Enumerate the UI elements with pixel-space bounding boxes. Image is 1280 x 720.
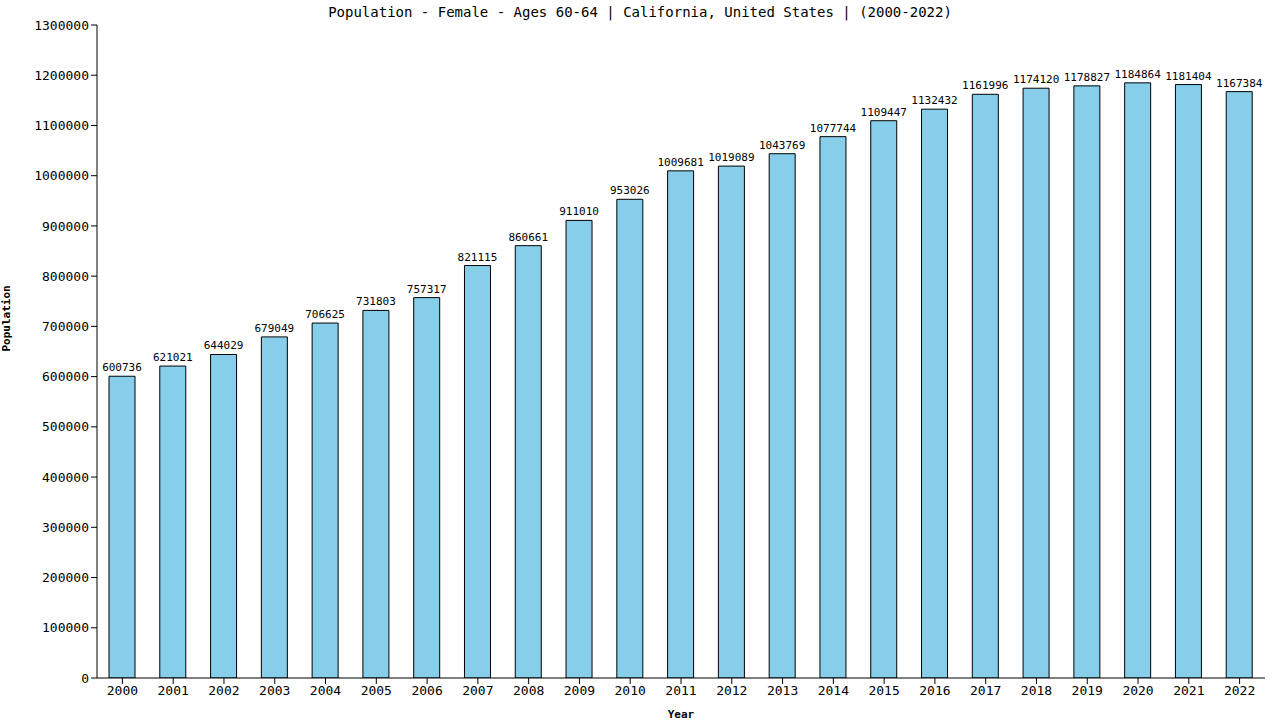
svg-text:644029: 644029: [204, 339, 244, 352]
svg-text:2004: 2004: [310, 683, 341, 698]
svg-text:706625: 706625: [305, 308, 345, 321]
svg-text:1132432: 1132432: [911, 94, 957, 107]
svg-text:1100000: 1100000: [34, 118, 89, 133]
svg-text:1174120: 1174120: [1013, 73, 1059, 86]
svg-text:953026: 953026: [610, 184, 650, 197]
svg-text:2007: 2007: [462, 683, 493, 698]
svg-text:1161996: 1161996: [962, 79, 1008, 92]
svg-text:821115: 821115: [458, 251, 498, 264]
svg-text:1077744: 1077744: [810, 122, 857, 135]
svg-text:400000: 400000: [42, 470, 89, 485]
svg-text:2021: 2021: [1173, 683, 1204, 698]
svg-text:200000: 200000: [42, 570, 89, 585]
svg-text:1184864: 1184864: [1114, 68, 1161, 81]
svg-text:2010: 2010: [615, 683, 646, 698]
svg-text:2002: 2002: [208, 683, 239, 698]
svg-text:2013: 2013: [767, 683, 798, 698]
svg-text:2019: 2019: [1072, 683, 1103, 698]
svg-text:Population: Population: [8, 285, 13, 351]
svg-text:911010: 911010: [559, 205, 599, 218]
svg-text:800000: 800000: [42, 269, 89, 284]
svg-text:600000: 600000: [42, 369, 89, 384]
svg-text:2005: 2005: [361, 683, 392, 698]
svg-text:500000: 500000: [42, 419, 89, 434]
svg-text:600736: 600736: [102, 361, 142, 374]
svg-text:2012: 2012: [716, 683, 747, 698]
svg-text:2008: 2008: [513, 683, 544, 698]
svg-text:2014: 2014: [818, 683, 849, 698]
svg-text:100000: 100000: [42, 620, 89, 635]
svg-text:700000: 700000: [42, 319, 89, 334]
svg-text:1019089: 1019089: [708, 151, 754, 164]
svg-text:2017: 2017: [970, 683, 1001, 698]
svg-text:Year: Year: [668, 708, 695, 720]
svg-text:0: 0: [81, 671, 89, 686]
svg-text:2006: 2006: [411, 683, 442, 698]
svg-text:860661: 860661: [508, 231, 548, 244]
svg-text:1043769: 1043769: [759, 139, 805, 152]
svg-text:679049: 679049: [254, 322, 294, 335]
svg-text:2020: 2020: [1122, 683, 1153, 698]
svg-text:1300000: 1300000: [34, 18, 89, 33]
svg-text:1109447: 1109447: [861, 106, 907, 119]
svg-text:1181404: 1181404: [1165, 70, 1212, 83]
svg-text:2009: 2009: [564, 683, 595, 698]
svg-text:2011: 2011: [665, 683, 696, 698]
svg-text:2018: 2018: [1021, 683, 1052, 698]
svg-text:900000: 900000: [42, 219, 89, 234]
svg-text:2001: 2001: [158, 683, 189, 698]
svg-text:1009681: 1009681: [657, 156, 703, 169]
svg-text:2015: 2015: [868, 683, 899, 698]
svg-text:2016: 2016: [919, 683, 950, 698]
html-text:Population - Female - Ages 60-: Population - Female - Ages 60-64 | Calif…: [328, 4, 952, 20]
svg-text:2022: 2022: [1224, 683, 1255, 698]
svg-text:1167384: 1167384: [1216, 77, 1263, 90]
svg-text:621021: 621021: [153, 351, 193, 364]
svg-text:1178827: 1178827: [1064, 71, 1110, 84]
svg-text:731803: 731803: [356, 295, 396, 308]
svg-text:757317: 757317: [407, 283, 447, 296]
svg-text:2000: 2000: [107, 683, 138, 698]
svg-text:1200000: 1200000: [34, 68, 89, 83]
svg-text:300000: 300000: [42, 520, 89, 535]
svg-text:2003: 2003: [259, 683, 290, 698]
svg-text:1000000: 1000000: [34, 168, 89, 183]
